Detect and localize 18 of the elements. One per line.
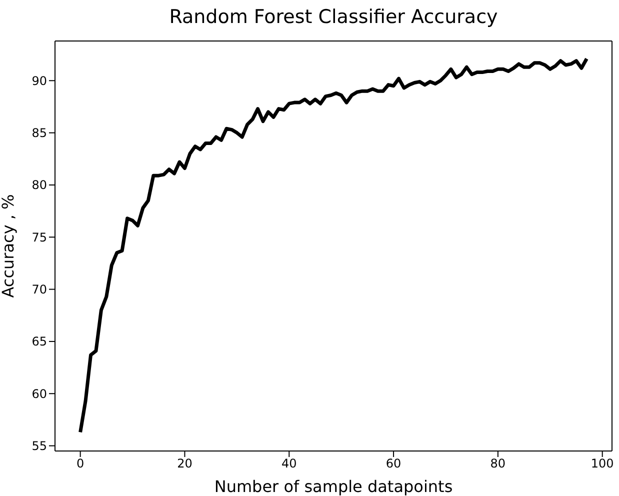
y-tick-label: 55 xyxy=(32,439,47,454)
chart-title: Random Forest Classifier Accuracy xyxy=(168,6,499,28)
line-series xyxy=(78,56,588,434)
x-tick-label: 0 xyxy=(76,456,84,471)
y-tick-label: 65 xyxy=(32,334,47,349)
x-tick-label: 100 xyxy=(590,456,614,471)
x-axis-title: Number of sample datapoints xyxy=(214,477,453,496)
y-tick-label: 75 xyxy=(32,230,47,244)
y-tick-label: 60 xyxy=(32,386,47,401)
x-tick-label: 40 xyxy=(281,456,297,471)
y-tick-label: 80 xyxy=(32,178,47,192)
x-tick-label: 60 xyxy=(386,456,402,471)
x-tick-label: 80 xyxy=(490,456,506,471)
y-axis-title: Accuracy , % xyxy=(0,194,18,298)
y-tick-label: 90 xyxy=(32,74,47,88)
y-tick-label: 70 xyxy=(32,282,47,297)
y-tick-label: 85 xyxy=(32,126,47,140)
x-tick-label: 20 xyxy=(177,456,192,471)
